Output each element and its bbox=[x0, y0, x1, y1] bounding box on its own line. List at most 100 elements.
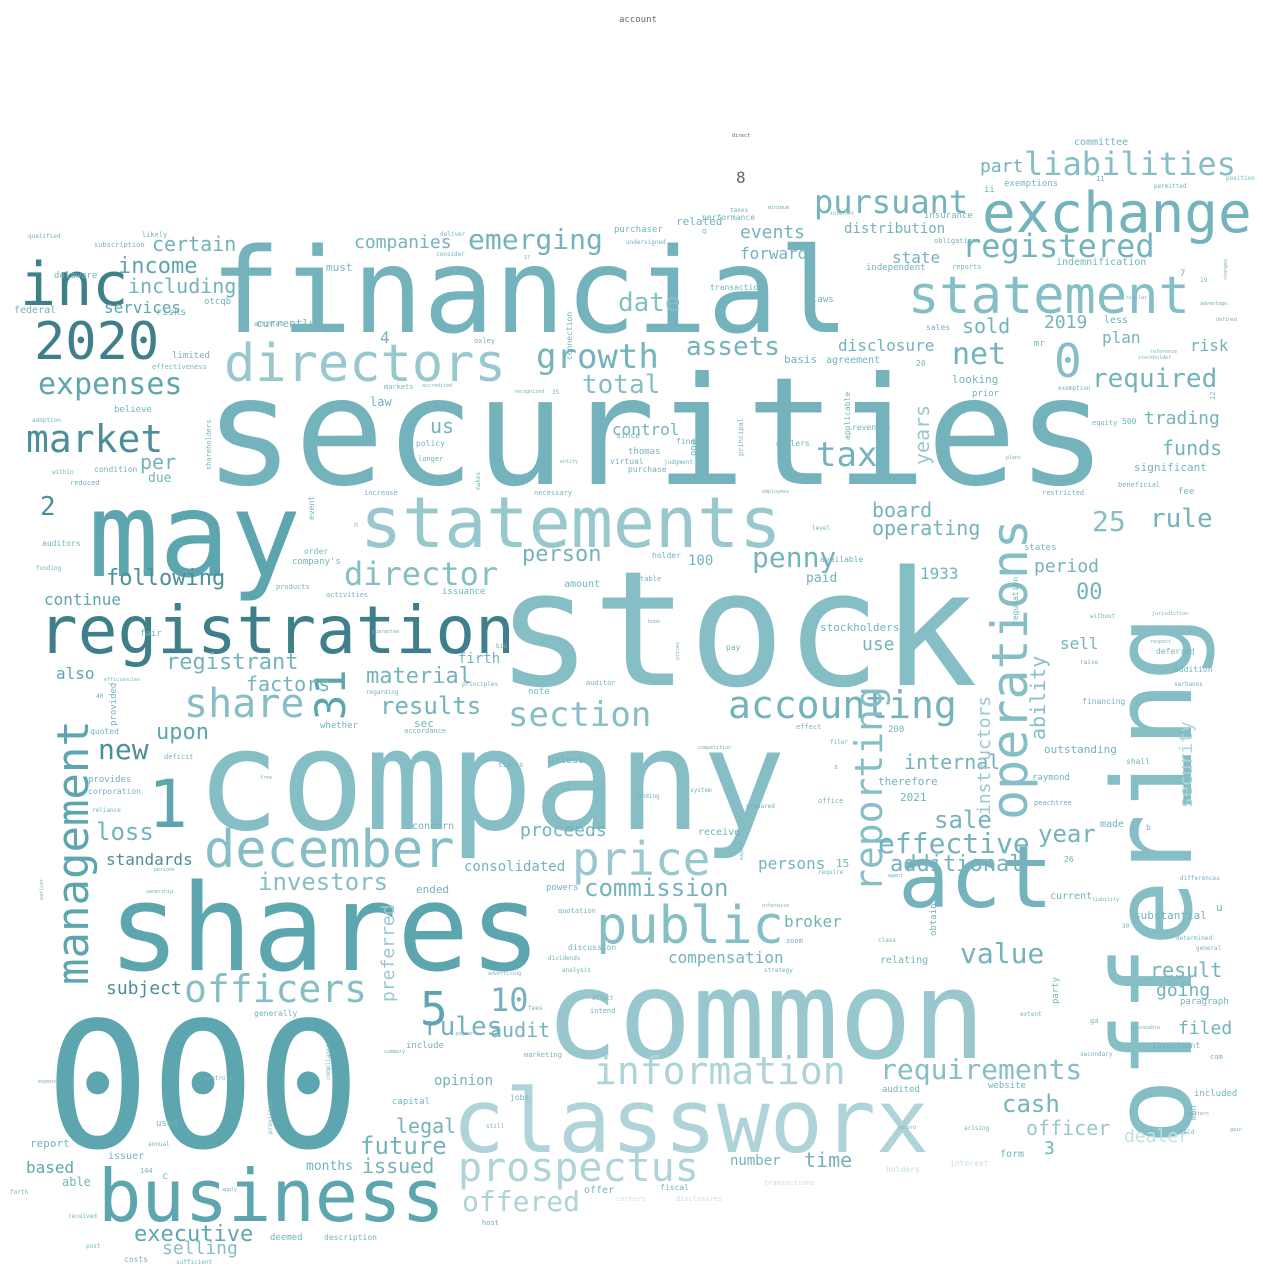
word: shareholders bbox=[205, 419, 213, 470]
word: proceeds bbox=[520, 820, 607, 841]
word: require bbox=[818, 869, 844, 876]
word: plans bbox=[1006, 455, 1022, 461]
word: marketing bbox=[524, 1051, 562, 1059]
word: security bbox=[1176, 721, 1197, 808]
word: receive bbox=[698, 827, 741, 838]
word: account bbox=[619, 15, 657, 25]
word: 144 bbox=[140, 1167, 153, 1175]
word: registrant bbox=[166, 650, 299, 675]
word: shall bbox=[1126, 757, 1151, 766]
word: ability bbox=[1026, 655, 1050, 740]
word: internet bbox=[830, 211, 855, 217]
word: reporting bbox=[847, 686, 891, 892]
word: pursuant bbox=[814, 183, 969, 221]
word: person bbox=[522, 542, 602, 567]
word: 20 bbox=[916, 359, 926, 368]
word: dividends bbox=[548, 955, 581, 962]
word: within bbox=[52, 469, 74, 476]
word: management bbox=[48, 720, 99, 985]
word: 2019 bbox=[1044, 312, 1088, 333]
word: factors bbox=[246, 672, 331, 696]
word: requirements bbox=[880, 1053, 1083, 1086]
word: use bbox=[862, 634, 895, 655]
word: period bbox=[1034, 556, 1100, 577]
word: expenses bbox=[38, 367, 183, 402]
word: standards bbox=[106, 850, 193, 869]
word: distribution bbox=[844, 221, 946, 237]
word: 26 bbox=[1064, 855, 1074, 864]
word: able bbox=[62, 1175, 91, 1189]
word: investment bbox=[1152, 1041, 1201, 1050]
word: likely bbox=[142, 231, 168, 239]
word: office bbox=[818, 797, 844, 805]
word: believe bbox=[114, 405, 152, 415]
word: selling bbox=[162, 1238, 238, 1259]
word: made bbox=[1100, 819, 1125, 830]
word: company's bbox=[292, 557, 341, 567]
word: market bbox=[26, 417, 164, 461]
word: reliance bbox=[92, 807, 121, 814]
word: 0 bbox=[1054, 334, 1082, 388]
word: whether bbox=[320, 721, 358, 731]
word: filed bbox=[1178, 1018, 1233, 1039]
word: stock bbox=[496, 536, 978, 723]
word: 2021 bbox=[900, 791, 927, 804]
word: instructors bbox=[974, 695, 995, 815]
word: c bbox=[162, 1171, 169, 1182]
word: record bbox=[898, 1125, 917, 1131]
word: offer bbox=[584, 1185, 615, 1196]
word: dealers bbox=[776, 439, 810, 448]
word: company bbox=[196, 700, 787, 863]
word: sec bbox=[414, 717, 434, 730]
word: direct bbox=[732, 133, 751, 139]
word: table bbox=[640, 575, 662, 583]
word: advertising bbox=[488, 971, 522, 977]
word: prepared bbox=[746, 803, 775, 810]
word: taxes bbox=[730, 207, 749, 214]
word: audited bbox=[882, 1085, 920, 1095]
word: part bbox=[980, 156, 1024, 177]
word: prior bbox=[972, 389, 1000, 399]
word: accounting bbox=[728, 683, 957, 727]
word: activities bbox=[326, 591, 369, 599]
word: sold bbox=[962, 314, 1011, 338]
word: event bbox=[307, 495, 316, 520]
word: certain bbox=[152, 232, 237, 256]
word: stockholders bbox=[820, 621, 900, 634]
word: deficit bbox=[164, 753, 194, 761]
word: concern bbox=[412, 821, 455, 832]
word: beneficial bbox=[1118, 481, 1161, 489]
word: common bbox=[545, 945, 986, 1087]
word: audit bbox=[490, 1018, 551, 1042]
word: currently bbox=[256, 317, 316, 330]
word: disclosures bbox=[676, 1195, 723, 1203]
word: price bbox=[572, 832, 711, 886]
word: per bbox=[140, 450, 177, 474]
word: included bbox=[1194, 1089, 1238, 1099]
word: deferred bbox=[1156, 647, 1195, 656]
word: since bbox=[616, 431, 641, 440]
word: financial bbox=[210, 222, 850, 360]
word: following bbox=[106, 566, 226, 591]
word: b bbox=[1146, 823, 1151, 832]
word: months bbox=[306, 1159, 353, 1174]
word: find bbox=[676, 437, 696, 446]
word: provided bbox=[109, 682, 119, 726]
word: 40 bbox=[96, 693, 104, 700]
word: reduced bbox=[70, 479, 100, 487]
word: 25 bbox=[1092, 505, 1126, 538]
word: efficiencies bbox=[104, 677, 141, 683]
word: accordance bbox=[404, 727, 447, 735]
word: persons bbox=[758, 854, 826, 873]
word: performance bbox=[702, 213, 755, 222]
word: cash bbox=[1002, 1090, 1060, 1118]
word: fees bbox=[528, 1005, 543, 1012]
word: q bbox=[702, 227, 707, 235]
word: disclosure bbox=[838, 336, 935, 355]
word: new bbox=[98, 733, 149, 766]
word: com bbox=[1210, 1053, 1223, 1061]
word: 2 bbox=[40, 492, 56, 522]
word: officer bbox=[1026, 1116, 1111, 1140]
word: s bbox=[834, 763, 839, 771]
word: subscription bbox=[94, 241, 145, 249]
